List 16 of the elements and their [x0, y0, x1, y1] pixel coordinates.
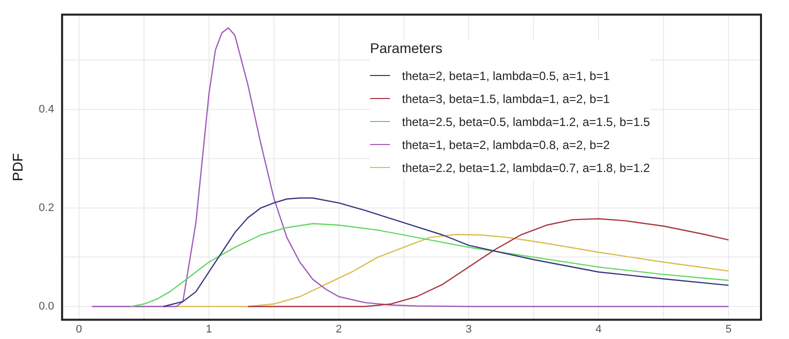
x-tick-label: 0	[76, 323, 82, 336]
legend-label: theta=2.5, beta=0.5, lambda=1.2, a=1.5, b=1.5	[402, 114, 650, 128]
y-tick-label: 0.0	[38, 300, 54, 313]
x-tick-label: 1	[206, 323, 212, 336]
x-tick-label: 4	[596, 323, 602, 336]
x-tick-label: 2	[336, 323, 342, 336]
y-tick-label: 0.2	[38, 202, 54, 214]
legend-label: theta=2.2, beta=1.2, lambda=0.7, a=1.8, b=1.2	[402, 160, 650, 174]
legend-title: Parameters	[370, 40, 444, 56]
x-tick-label: 3	[466, 323, 472, 336]
x-tick-label: 5	[725, 323, 732, 336]
y-tick-label: 0.4	[38, 103, 54, 116]
legend-label: theta=3, beta=1.5, lambda=1, a=2, b=1	[402, 92, 610, 106]
y-axis-title: PDF	[9, 153, 26, 182]
legend-label: theta=1, beta=2, lambda=0.8, a=2, b=2	[402, 138, 610, 152]
legend-label: theta=2, beta=1, lambda=0.5, a=1, b=1	[402, 68, 610, 82]
